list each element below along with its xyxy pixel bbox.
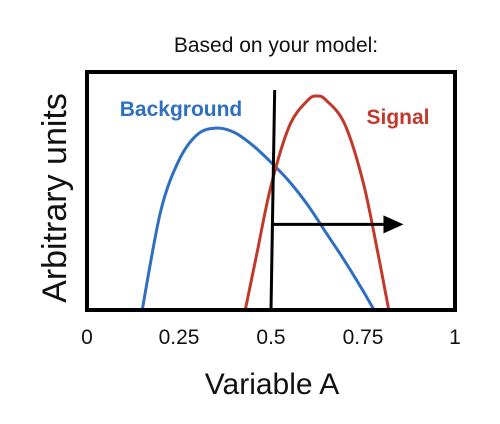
x-tick-label: 0.5 [256,326,285,349]
series-group [140,94,391,311]
x-tick-label: 1 [449,326,461,349]
series-label-signal: Signal [366,106,429,129]
series-line-signal [243,94,391,311]
chart-title: Based on your model: [174,34,378,57]
x-axis-label: Variable A [205,368,340,401]
plot-frame [85,70,457,312]
series-label-background: Background [120,98,243,121]
x-tick-label: 0.75 [343,326,384,349]
x-tick-label: 0 [81,326,93,349]
x-tick-label: 0.25 [159,326,200,349]
annotation-group [269,89,404,311]
arrow-head [383,215,404,234]
y-axis-label: Arbitrary units [36,93,74,303]
series-line-background [140,126,376,311]
cut-line [269,89,277,311]
x-tick-labels: 0 0.25 0.5 0.75 1 [81,326,461,349]
